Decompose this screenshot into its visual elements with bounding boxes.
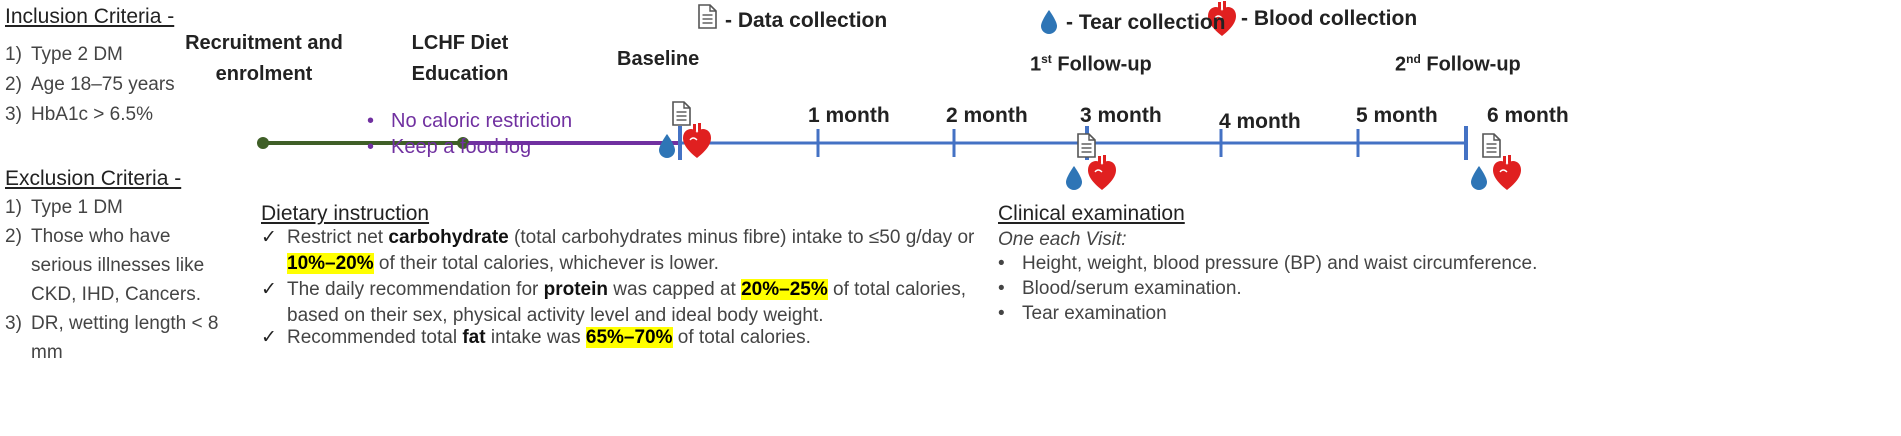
exclusion-item-continued: mm [31,342,63,363]
followup1-label: 1st Follow-up [1030,52,1152,76]
clinical-subtitle: One each Visit: [998,229,1127,250]
clinical-item: • Tear examination [998,303,1167,324]
tear-drop-icon [1471,166,1487,190]
document-icon [672,101,691,126]
legend-blood-collection: - Blood collection [1241,7,1418,30]
clinical-title: Clinical examination [998,202,1185,225]
education-note: • No caloric restriction [367,110,573,132]
inclusion-item: 3) HbA1c > 6.5% [5,104,153,125]
month-label: 2 month [946,104,1028,127]
exclusion-title: Exclusion Criteria - [5,167,182,190]
tear-drop-icon [1041,10,1057,34]
inclusion-title: Inclusion Criteria - [5,5,175,28]
month-label: 1 month [808,104,890,127]
document-icon [1077,133,1096,158]
tear-drop-icon [1066,166,1082,190]
legend-data-collection: - Data collection [725,9,888,32]
heart-icon [1492,154,1522,191]
exclusion-item-continued: serious illnesses like [31,255,205,276]
dietary-carbohydrate-continued: 10%–20% of their total calories, whichev… [287,253,719,274]
dietary-protein: ✓ The daily recommendation for protein wa… [261,279,967,300]
recruitment-dot [257,137,269,149]
dietary-protein-continued: based on their sex, physical activity le… [287,305,824,326]
dietary-title: Dietary instruction [261,202,430,225]
inclusion-item: 2) Age 18–75 years [5,74,175,95]
heart-icon [1087,154,1117,191]
legend-tear-collection: - Tear collection [1066,11,1226,34]
document-icon [698,4,717,29]
clinical-item: • Blood/serum examination. [998,278,1242,299]
followup2-label: 2nd Follow-up [1395,52,1521,76]
recruitment-label: Recruitment and enrolment [185,32,343,85]
clinical-item: • Height, weight, blood pressure (BP) and… [998,253,1538,274]
exclusion-item: 1) Type 1 DM [5,197,123,218]
exclusion-item: 3) DR, wetting length < 8 [5,313,219,334]
month-label: 6 month [1487,104,1569,127]
education-label: LCHF Diet Education [411,32,509,85]
baseline-label: Baseline [617,48,700,70]
education-dot [457,137,469,149]
exclusion-item: 2) Those who have [5,226,171,247]
exclusion-item-continued: CKD, IHD, Cancers. [31,284,201,305]
dietary-fat: ✓ Recommended total fat intake was 65%–70… [261,327,811,348]
heart-icon [682,122,712,159]
tear-drop-icon [659,134,675,158]
month-label: 5 month [1356,104,1438,127]
month-label: 3 month [1080,104,1162,127]
inclusion-item: 1) Type 2 DM [5,44,123,65]
education-note: • Keep a food log [367,136,532,158]
month-label: 4 month [1219,110,1301,133]
document-icon [1482,133,1501,158]
dietary-carbohydrate: ✓ Restrict net carbohydrate (total carboh… [261,227,975,248]
